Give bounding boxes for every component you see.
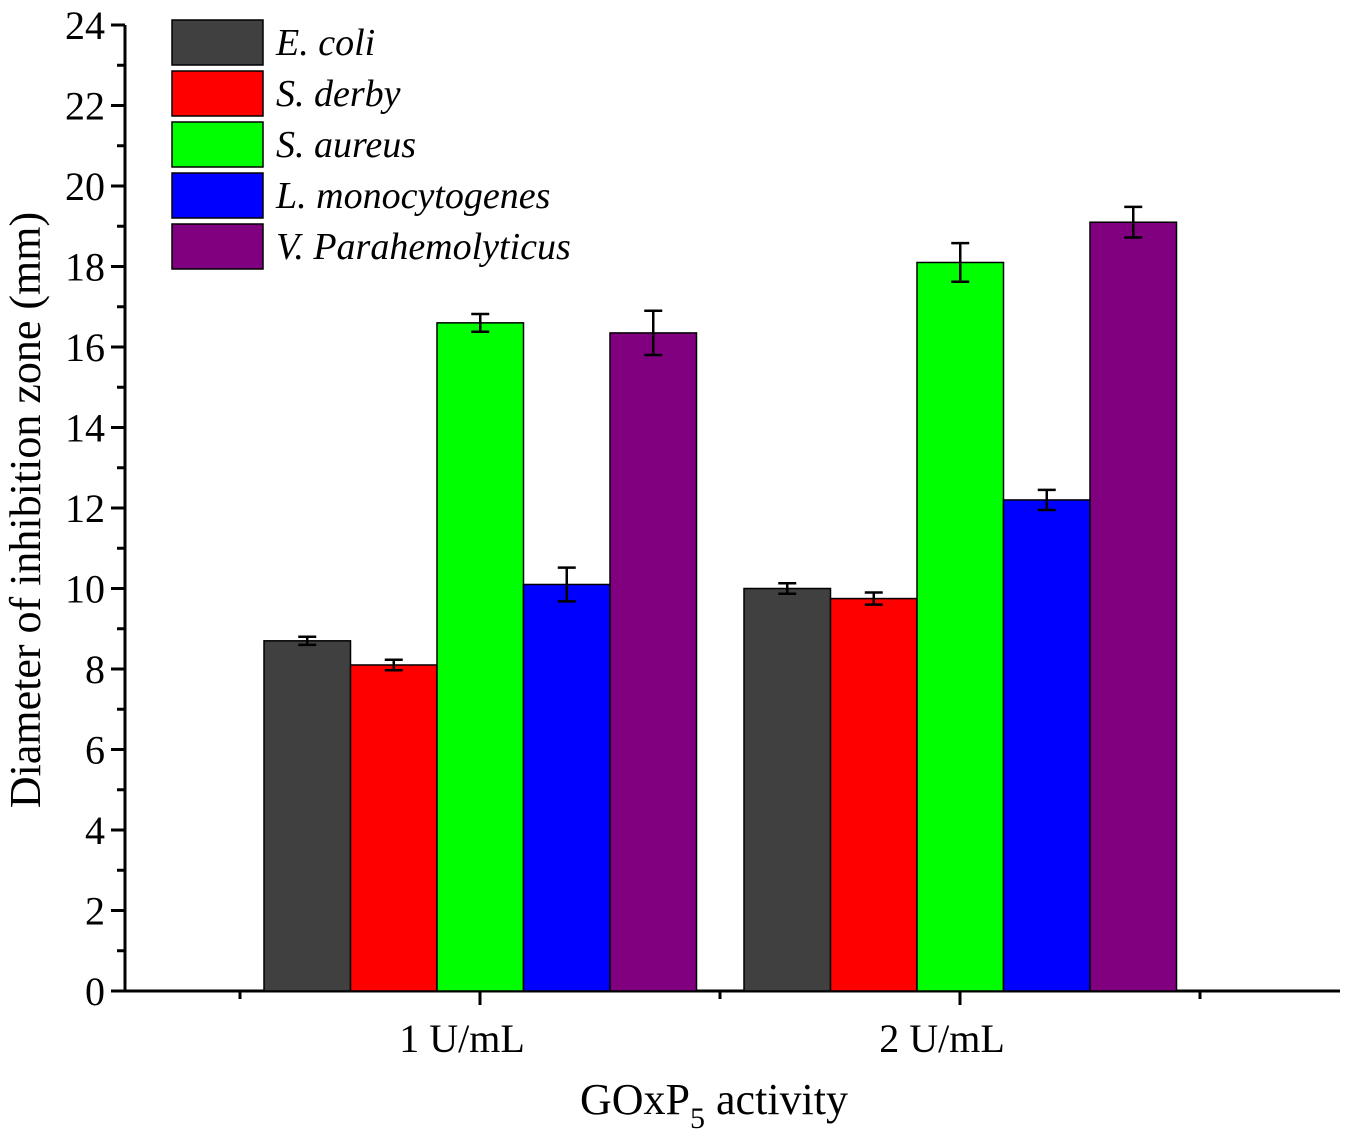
- y-tick-label: 18: [65, 245, 105, 290]
- bar: [436, 322, 525, 992]
- y-tick-label: 22: [65, 84, 105, 129]
- x-axis-label-subscript: 5: [690, 1102, 705, 1135]
- error-bars-group: [298, 205, 1143, 672]
- y-tick-label: 20: [65, 164, 105, 209]
- x-axis-label: GOxP5 activity: [580, 1075, 848, 1135]
- y-tick-label: 10: [65, 567, 105, 612]
- legend-label: V. Parahemolyticus: [276, 226, 571, 268]
- y-tick-label: 4: [85, 808, 105, 853]
- bars-group: [263, 221, 1178, 992]
- x-axis-label-tail: activity: [705, 1075, 848, 1124]
- legend-label: L. monocytogenes: [275, 175, 550, 217]
- x-tick-label: 2 U/mL: [879, 1016, 1005, 1061]
- y-tick-label: 2: [85, 889, 105, 934]
- legend-label: E. coli: [275, 22, 375, 64]
- legend-swatch: [171, 19, 264, 66]
- legend: E. coli S. derby S. aureus L. monocytogenes…: [171, 19, 571, 270]
- y-tick-label: 6: [85, 728, 105, 773]
- bar: [263, 640, 352, 992]
- y-tick-label: 8: [85, 647, 105, 692]
- bar: [829, 597, 918, 992]
- bar: [609, 332, 698, 992]
- bar: [916, 261, 1005, 992]
- y-tick-label: 14: [65, 406, 105, 451]
- legend-swatch: [171, 172, 264, 219]
- y-tick-label: 0: [85, 969, 105, 1014]
- x-axis-label-main: GOxP: [580, 1075, 690, 1124]
- y-axis-label: Diameter of inhibition zone (mm): [1, 212, 50, 808]
- bar: [522, 583, 611, 992]
- y-tick-label: 12: [65, 486, 105, 531]
- bar: [349, 664, 438, 992]
- bar: [1089, 221, 1178, 992]
- legend-label: S. derby: [276, 73, 401, 115]
- bar: [743, 587, 832, 992]
- y-tick-label: 16: [65, 325, 105, 370]
- bar: [1002, 499, 1091, 992]
- x-tick-label: 1 U/mL: [399, 1016, 525, 1061]
- legend-swatch: [171, 223, 264, 270]
- legend-swatch: [171, 121, 264, 168]
- x-axis: 1 U/mL 2 U/mL: [238, 991, 1202, 1061]
- legend-label: S. aureus: [276, 124, 416, 166]
- legend-swatch: [171, 70, 264, 117]
- y-tick-label: 24: [65, 3, 105, 48]
